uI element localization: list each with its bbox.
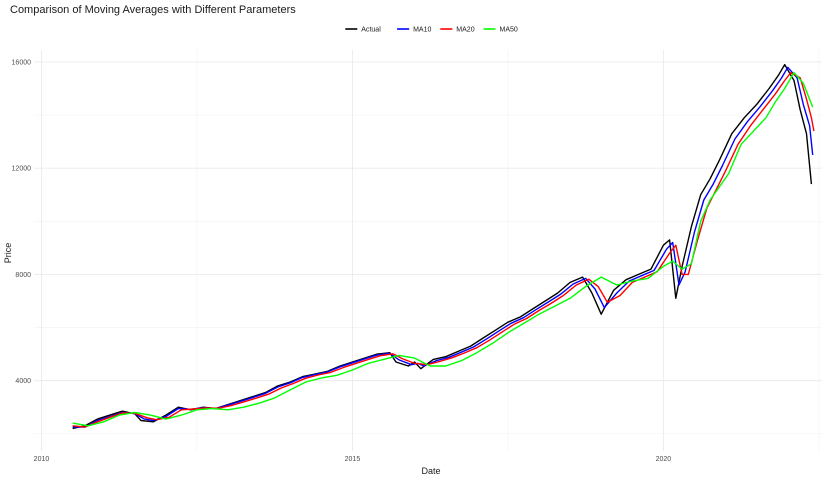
- y-tick-label: 8000: [15, 272, 31, 279]
- series-line-ma50: [72, 71, 814, 427]
- x-tick-label: 2015: [345, 456, 361, 463]
- y-axis-title: Price: [3, 243, 13, 264]
- grid: [34, 50, 822, 451]
- x-tick-label: 2020: [656, 456, 672, 463]
- x-tick-label: 2010: [34, 456, 50, 463]
- series-line-ma10: [72, 66, 814, 428]
- legend-label: MA10: [413, 27, 431, 34]
- legend: Actual MA10 MA20 MA50: [345, 27, 518, 34]
- tick-labels: 4000 8000 12000 16000 2010 2015 2020: [12, 59, 672, 463]
- x-axis-title: Date: [421, 466, 440, 476]
- series-line-actual: [72, 63, 813, 430]
- y-tick-label: 12000: [12, 166, 32, 173]
- series-lines: [72, 63, 815, 430]
- legend-label: MA20: [456, 27, 474, 34]
- legend-label: MA50: [500, 27, 518, 34]
- chart-title: Comparison of Moving Averages with Diffe…: [10, 4, 296, 16]
- legend-label: Actual: [361, 27, 381, 34]
- y-tick-label: 4000: [15, 378, 31, 385]
- series-line-ma20: [72, 71, 815, 428]
- y-tick-label: 16000: [12, 59, 32, 66]
